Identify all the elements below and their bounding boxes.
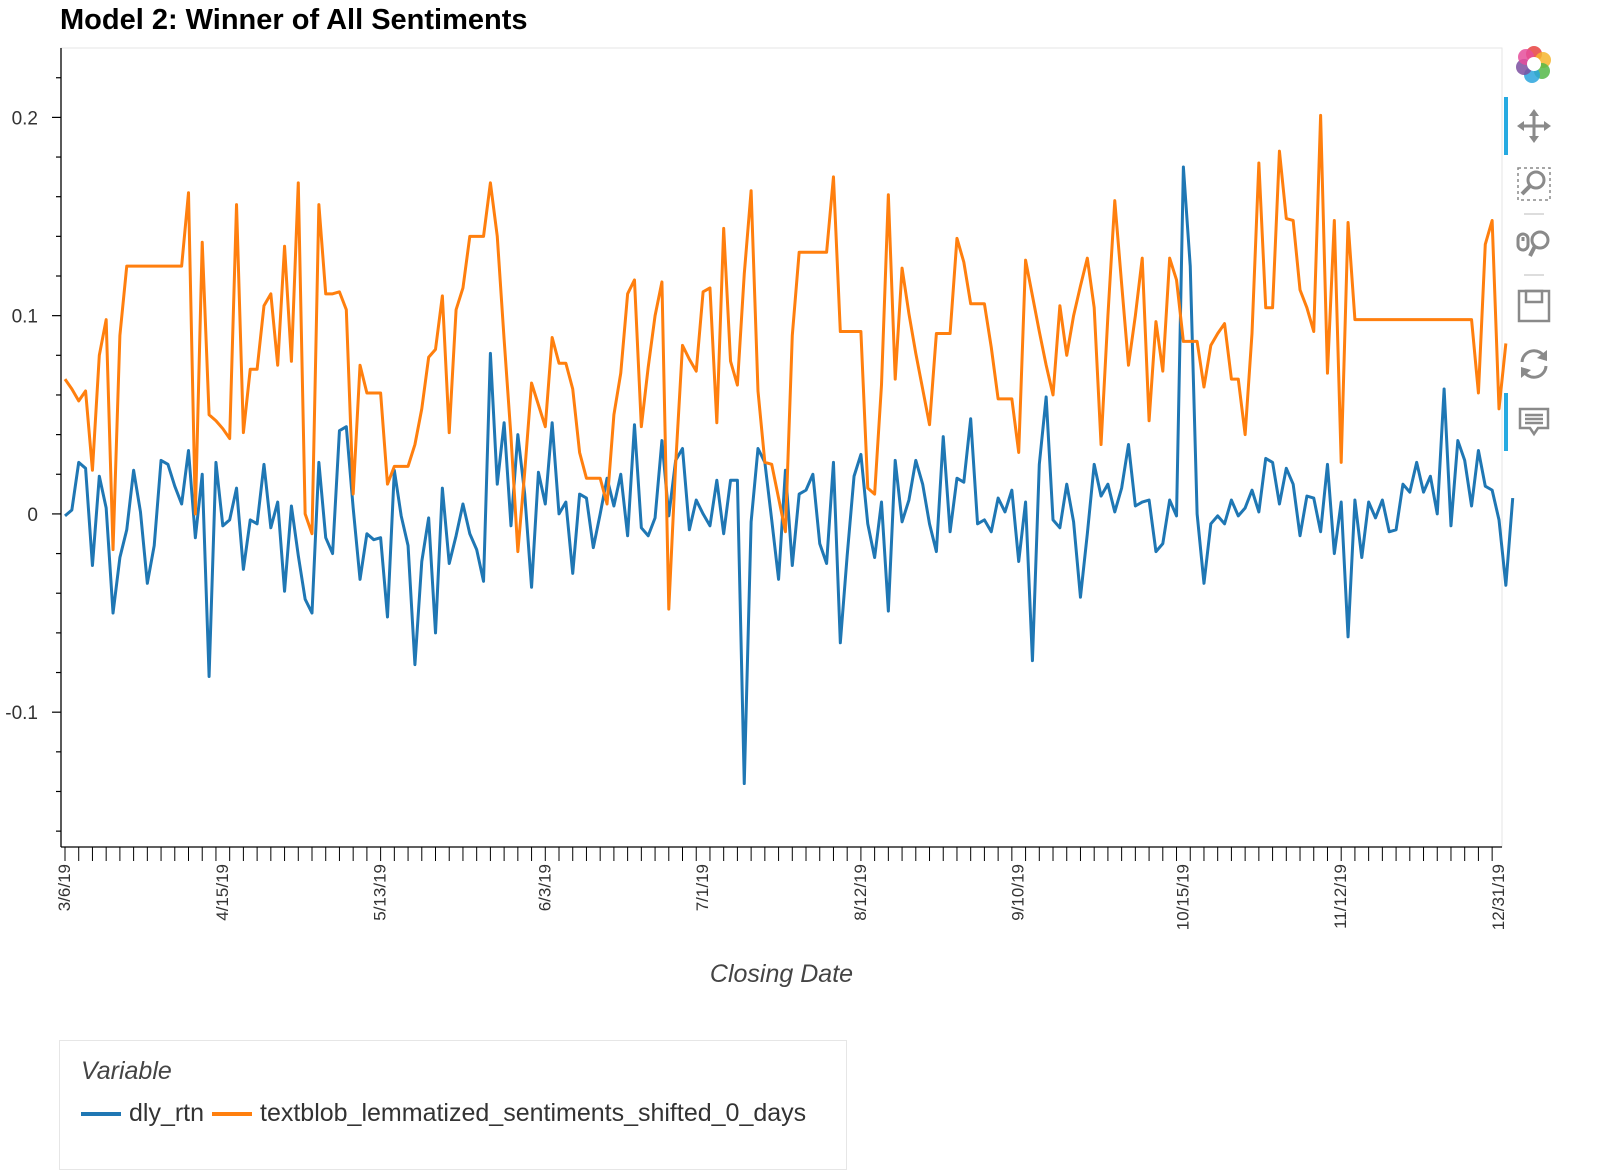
x-tick-label: 10/15/19 bbox=[1173, 864, 1192, 930]
legend-swatch-blue bbox=[81, 1111, 121, 1116]
legend: Variable dly_rtn textblob_lemmatized_sen… bbox=[59, 1040, 847, 1170]
toolbar-divider bbox=[1524, 213, 1544, 215]
bokeh-logo-icon[interactable] bbox=[1514, 44, 1554, 84]
x-tick-label: 6/3/19 bbox=[535, 864, 554, 911]
pan-active-indicator bbox=[1504, 97, 1508, 155]
x-axis: 3/6/19 4/15/19 5/13/19 6/3/19 7/1/19 8/12/19 9… bbox=[55, 846, 1508, 930]
x-tick-label: 5/13/19 bbox=[371, 864, 390, 921]
wheel-zoom-icon[interactable] bbox=[1514, 224, 1554, 264]
hover-icon[interactable] bbox=[1514, 402, 1554, 442]
legend-item-textblob[interactable]: textblob_lemmatized_sentiments_shifted_0… bbox=[212, 1099, 806, 1128]
x-tick-label: 3/6/19 bbox=[55, 864, 74, 911]
hover-active-indicator bbox=[1504, 393, 1508, 451]
legend-item-dly-rtn[interactable]: dly_rtn bbox=[81, 1099, 204, 1128]
legend-label: dly_rtn bbox=[129, 1099, 205, 1127]
y-tick-label: 0.2 bbox=[12, 108, 38, 129]
pan-icon[interactable] bbox=[1514, 106, 1554, 146]
legend-title: Variable bbox=[81, 1057, 172, 1085]
y-tick-label: 0.1 bbox=[12, 307, 38, 328]
x-tick-label: 9/10/19 bbox=[1009, 864, 1028, 921]
y-axis: -0.1 0 0.1 0.2 bbox=[5, 48, 62, 847]
reset-icon[interactable] bbox=[1514, 344, 1554, 384]
plot-frame bbox=[60, 47, 1503, 848]
chart-toolbar bbox=[1504, 40, 1564, 480]
x-tick-label: 12/31/19 bbox=[1489, 864, 1508, 930]
chart-title: Model 2: Winner of All Sentiments bbox=[60, 4, 528, 36]
series-line-dly-rtn bbox=[64, 165, 1515, 786]
toolbar-divider bbox=[1524, 274, 1544, 276]
y-tick-label: 0 bbox=[27, 505, 38, 526]
x-tick-label: 8/12/19 bbox=[851, 864, 870, 921]
y-tick-label: -0.1 bbox=[5, 703, 38, 724]
legend-swatch-orange bbox=[212, 1111, 252, 1116]
series-line-textblob-lemmatized-sentiments-shifted-0-days bbox=[63, 113, 1508, 611]
x-axis-title: Closing Date bbox=[709, 960, 854, 988]
legend-label: textblob_lemmatized_sentiments_shifted_0… bbox=[260, 1099, 807, 1127]
x-tick-label: 11/12/19 bbox=[1331, 864, 1350, 929]
save-icon[interactable] bbox=[1514, 286, 1554, 326]
x-tick-label: 4/15/19 bbox=[213, 864, 232, 921]
x-tick-label: 7/1/19 bbox=[693, 864, 712, 911]
series-layer bbox=[63, 113, 1515, 786]
box-zoom-icon[interactable] bbox=[1514, 164, 1554, 204]
